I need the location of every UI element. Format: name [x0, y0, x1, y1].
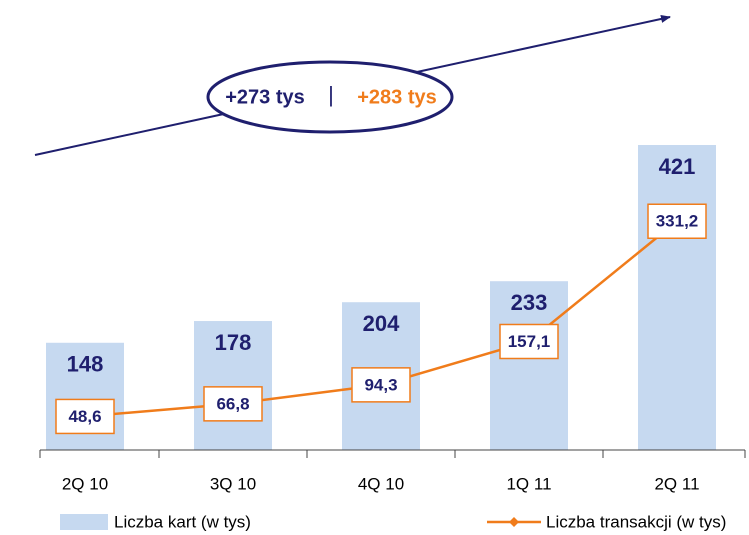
data-label-box	[203, 386, 263, 422]
x-tick-label: 1Q 11	[506, 474, 551, 493]
x-tick-label: 2Q 10	[62, 474, 108, 493]
bar-value-label: 178	[215, 330, 252, 355]
data-label-box	[55, 398, 115, 435]
x-tick-label: 2Q 11	[654, 474, 699, 493]
bar	[490, 281, 568, 450]
annotation: |	[328, 82, 334, 107]
legend-label: Liczba kart (w tys)	[114, 512, 251, 531]
data-label-box	[351, 367, 411, 403]
data-label-box	[647, 203, 707, 239]
bar-value-label: 204	[363, 311, 400, 336]
line-value-label: 157,1	[508, 332, 551, 351]
bar-value-label: 421	[659, 154, 696, 179]
legend-label: Liczba transakcji (w tys)	[546, 512, 726, 531]
bar-value-label: 148	[67, 352, 104, 377]
annotation: +273 tys	[225, 86, 305, 108]
annotation-ellipse	[206, 60, 454, 134]
bar-value-label: 233	[511, 290, 548, 315]
data-label-box	[499, 323, 559, 360]
legend-marker	[509, 517, 519, 527]
x-tick-label: 3Q 10	[210, 474, 256, 493]
bar	[638, 145, 716, 450]
x-tick-label: 4Q 10	[358, 474, 404, 493]
annotation: +283 tys	[357, 86, 437, 108]
line-value-label: 331,2	[656, 212, 699, 231]
line-value-label: 66,8	[216, 394, 249, 413]
line-value-label: 48,6	[68, 407, 101, 426]
legend-swatch	[60, 514, 108, 530]
line-value-label: 94,3	[364, 375, 397, 394]
bar	[194, 321, 272, 450]
